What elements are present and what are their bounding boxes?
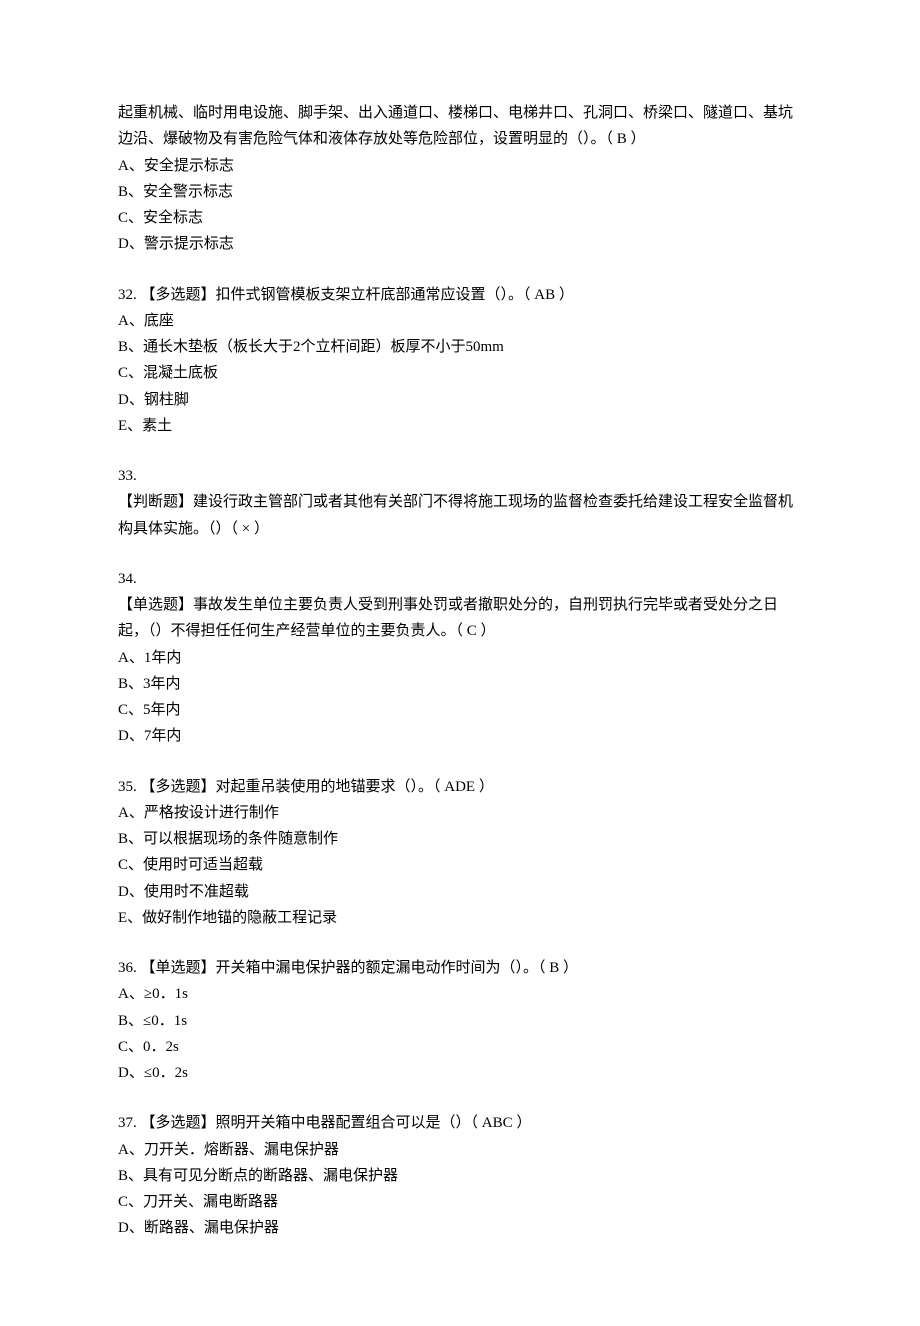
question-stem: 37. 【多选题】照明开关箱中电器配置组合可以是（）（ ABC ） — [118, 1110, 802, 1136]
question-option: C、使用时可适当超载 — [118, 852, 802, 878]
question-stem: 【单选题】事故发生单位主要负责人受到刑事处罚或者撤职处分的，自刑罚执行完毕或者受… — [118, 592, 802, 645]
question-stem: 35. 【多选题】对起重吊装使用的地锚要求（）。（ ADE ） — [118, 774, 802, 800]
question-option: A、严格按设计进行制作 — [118, 800, 802, 826]
question-block-35: 35. 【多选题】对起重吊装使用的地锚要求（）。（ ADE ） A、严格按设计进… — [118, 774, 802, 932]
question-option: A、1年内 — [118, 645, 802, 671]
question-option: E、素土 — [118, 413, 802, 439]
question-option: B、可以根据现场的条件随意制作 — [118, 826, 802, 852]
question-option: A、安全提示标志 — [118, 153, 802, 179]
question-option: D、断路器、漏电保护器 — [118, 1215, 802, 1241]
question-option: B、3年内 — [118, 671, 802, 697]
question-option: C、安全标志 — [118, 205, 802, 231]
question-block-32: 32. 【多选题】扣件式钢管模板支架立杆底部通常应设置（）。（ AB ） A、底… — [118, 282, 802, 440]
question-option: C、5年内 — [118, 697, 802, 723]
question-block-34: 34. 【单选题】事故发生单位主要负责人受到刑事处罚或者撤职处分的，自刑罚执行完… — [118, 566, 802, 750]
question-block-31: 起重机械、临时用电设施、脚手架、出入通道口、楼梯口、电梯井口、孔洞口、桥梁口、隧… — [118, 100, 802, 258]
question-option: C、混凝土底板 — [118, 360, 802, 386]
question-option: D、钢柱脚 — [118, 387, 802, 413]
question-option: C、0．2s — [118, 1034, 802, 1060]
question-block-36: 36. 【单选题】开关箱中漏电保护器的额定漏电动作时间为（）。（ B ） A、≥… — [118, 955, 802, 1086]
question-option: A、底座 — [118, 308, 802, 334]
question-stem: 【判断题】建设行政主管部门或者其他有关部门不得将施工现场的监督检查委托给建设工程… — [118, 489, 802, 542]
question-number: 33. — [118, 463, 802, 489]
question-option: B、通长木垫板（板长大于2个立杆间距）板厚不小于50mm — [118, 334, 802, 360]
question-option: D、≤0．2s — [118, 1060, 802, 1086]
question-block-37: 37. 【多选题】照明开关箱中电器配置组合可以是（）（ ABC ） A、刀开关．… — [118, 1110, 802, 1241]
question-stem: 36. 【单选题】开关箱中漏电保护器的额定漏电动作时间为（）。（ B ） — [118, 955, 802, 981]
question-number: 34. — [118, 566, 802, 592]
question-option: A、≥0．1s — [118, 981, 802, 1007]
question-stem: 32. 【多选题】扣件式钢管模板支架立杆底部通常应设置（）。（ AB ） — [118, 282, 802, 308]
question-option: D、警示提示标志 — [118, 231, 802, 257]
question-option: E、做好制作地锚的隐蔽工程记录 — [118, 905, 802, 931]
question-option: B、具有可见分断点的断路器、漏电保护器 — [118, 1163, 802, 1189]
question-option: D、7年内 — [118, 723, 802, 749]
question-block-33: 33. 【判断题】建设行政主管部门或者其他有关部门不得将施工现场的监督检查委托给… — [118, 463, 802, 542]
question-option: C、刀开关、漏电断路器 — [118, 1189, 802, 1215]
question-option: B、安全警示标志 — [118, 179, 802, 205]
question-option: D、使用时不准超载 — [118, 879, 802, 905]
question-option: B、≤0．1s — [118, 1008, 802, 1034]
question-stem: 起重机械、临时用电设施、脚手架、出入通道口、楼梯口、电梯井口、孔洞口、桥梁口、隧… — [118, 100, 802, 153]
question-option: A、刀开关．熔断器、漏电保护器 — [118, 1137, 802, 1163]
